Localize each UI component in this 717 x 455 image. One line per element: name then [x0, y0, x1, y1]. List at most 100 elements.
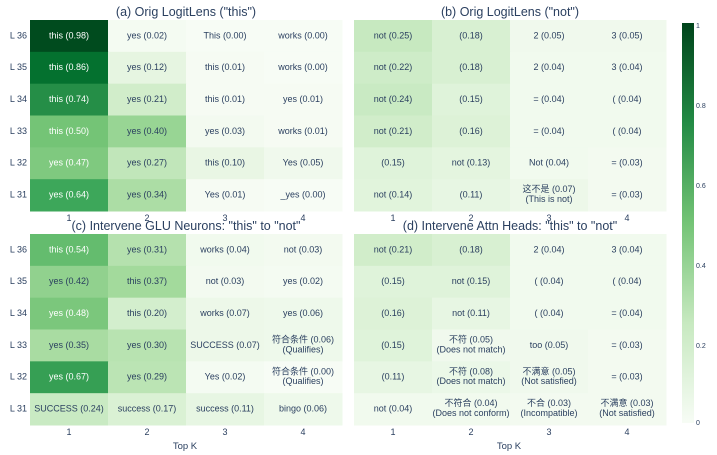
cell-label: (0.15): [381, 158, 405, 168]
cell-label: success (0.11): [196, 403, 254, 413]
x-tick-label: 4: [300, 213, 305, 223]
x-tick-label: 3: [222, 427, 227, 437]
heatmap-cell: [432, 147, 511, 180]
heatmap-cell: [186, 393, 265, 426]
heatmap-cell: [108, 361, 187, 394]
heatmap-cell: [30, 20, 109, 53]
cell-label: ( (0.04): [534, 308, 563, 318]
cell-label: (0.16): [459, 126, 483, 136]
heatmap-cell: [510, 83, 589, 116]
cell-label: (0.16): [381, 308, 405, 318]
heatmap-cell: [30, 361, 109, 394]
heatmap-cell: [510, 393, 589, 426]
x-tick-label: 4: [300, 427, 305, 437]
y-tick-label: L 32: [10, 158, 27, 168]
cell-label: this (0.01): [205, 62, 245, 72]
cell-label: success (0.17): [118, 403, 177, 413]
cell-label: 3 (0.04): [611, 244, 642, 254]
heatmap-cell: [354, 329, 433, 362]
cell-label: 3 (0.04): [611, 62, 642, 72]
heatmap-panel-3: (c) Intervene GLU Neurons: "this" to "no…: [10, 219, 343, 437]
heatmap-cell: [432, 329, 511, 362]
cell-label: (0.15): [459, 94, 483, 104]
cell-label: (0.18): [459, 244, 483, 254]
panels-layer: (a) Orig LogitLens ("this") this (0.98) ye…: [10, 5, 667, 437]
cell-label: works (0.00): [277, 30, 328, 40]
colorbar-tick-label: 0.8: [696, 103, 706, 110]
cell-label: = (0.03): [611, 189, 642, 199]
heatmap-cell: [432, 393, 511, 426]
panel-title: (d) Intervene Attn Heads: "this" to "not…: [403, 219, 617, 233]
cell-label: yes (0.21): [127, 94, 167, 104]
heatmap-cell: [30, 51, 109, 85]
heatmap-cell: [354, 361, 433, 394]
cell-label: yes (0.30): [127, 340, 167, 350]
heatmap-cell: [588, 147, 667, 180]
cell-label: this (0.37): [127, 276, 167, 286]
heatmap-cell: [510, 115, 589, 148]
cell-label: yes (0.02): [283, 276, 323, 286]
heatmap-cell: [588, 297, 667, 330]
heatmap-cell: [264, 297, 343, 330]
cell-label: yes (0.29): [127, 372, 167, 382]
cell-label: not (0.03): [206, 276, 245, 286]
heatmap-cell: [108, 20, 187, 53]
cell-label: works (0.00): [277, 62, 328, 72]
cell-label: works (0.01): [277, 126, 328, 136]
heatmap-cell: [186, 20, 265, 53]
heatmap-cell: [510, 361, 589, 394]
heatmap-cell: [108, 297, 187, 330]
y-tick-label: L 34: [10, 308, 27, 318]
cell-label: this (0.86): [49, 62, 89, 72]
heatmap-cell: [588, 265, 667, 299]
cell-label: yes (0.64): [49, 189, 89, 199]
cell-label: = (0.04): [611, 308, 642, 318]
heatmap-cell: [264, 179, 343, 212]
cell-label: 3 (0.05): [611, 30, 642, 40]
heatmap-cell: [30, 234, 109, 267]
heatmap-cell: [30, 179, 109, 212]
heatmap-cell: [354, 234, 433, 267]
x-tick-label: 3: [222, 213, 227, 223]
cell-label: = (0.03): [611, 340, 642, 350]
heatmap-cell: [354, 393, 433, 426]
heatmap-cell: [432, 20, 511, 53]
heatmap-cell: [186, 51, 265, 85]
cell-label: Yes (0.01): [205, 189, 246, 199]
heatmap-cell: [186, 83, 265, 116]
cell-label: yes (0.03): [205, 126, 245, 136]
heatmap-cell: [186, 265, 265, 299]
heatmap-cell: [108, 147, 187, 180]
heatmap-cell: [108, 83, 187, 116]
cell-label: ( (0.04): [612, 126, 641, 136]
heatmap-cell: [432, 179, 511, 212]
cell-label: 不满意 (0.05) (Not satisfied): [521, 366, 577, 387]
heatmap-cell: [588, 329, 667, 362]
cell-label: yes (0.42): [49, 276, 89, 286]
heatmap-cell: [264, 329, 343, 362]
cell-label: 2 (0.04): [533, 62, 564, 72]
heatmap-cell: [354, 20, 433, 53]
x-tick-label: 1: [66, 213, 71, 223]
heatmap-cell: [510, 51, 589, 85]
cell-label: Yes (0.05): [283, 158, 324, 168]
cell-label: 符合条件 (0.06) (Qualifies): [272, 334, 334, 355]
panel-title: (b) Orig LogitLens ("not"): [441, 5, 579, 19]
heatmap-cell: [510, 234, 589, 267]
cell-label: works (0.04): [199, 244, 250, 254]
heatmap-cell: [432, 361, 511, 394]
cell-label: not (0.24): [374, 94, 413, 104]
cell-label: 不符 (0.05) (Does not match): [436, 334, 505, 355]
cell-label: SUCCESS (0.07): [190, 340, 260, 350]
heatmap-cell: [186, 329, 265, 362]
x-tick-label: 1: [66, 427, 71, 437]
heatmap-panel-2: (b) Orig LogitLens ("not") not (0.25) (0.1…: [354, 5, 667, 223]
y-tick-label: L 31: [10, 189, 27, 199]
heatmap-cell: [354, 51, 433, 85]
heatmap-cell: [264, 265, 343, 299]
heatmap-cell: [108, 265, 187, 299]
x-tick-label: 3: [546, 213, 551, 223]
heatmap-cell: [432, 297, 511, 330]
heatmap-cell: [354, 83, 433, 116]
heatmap-cell: [264, 20, 343, 53]
